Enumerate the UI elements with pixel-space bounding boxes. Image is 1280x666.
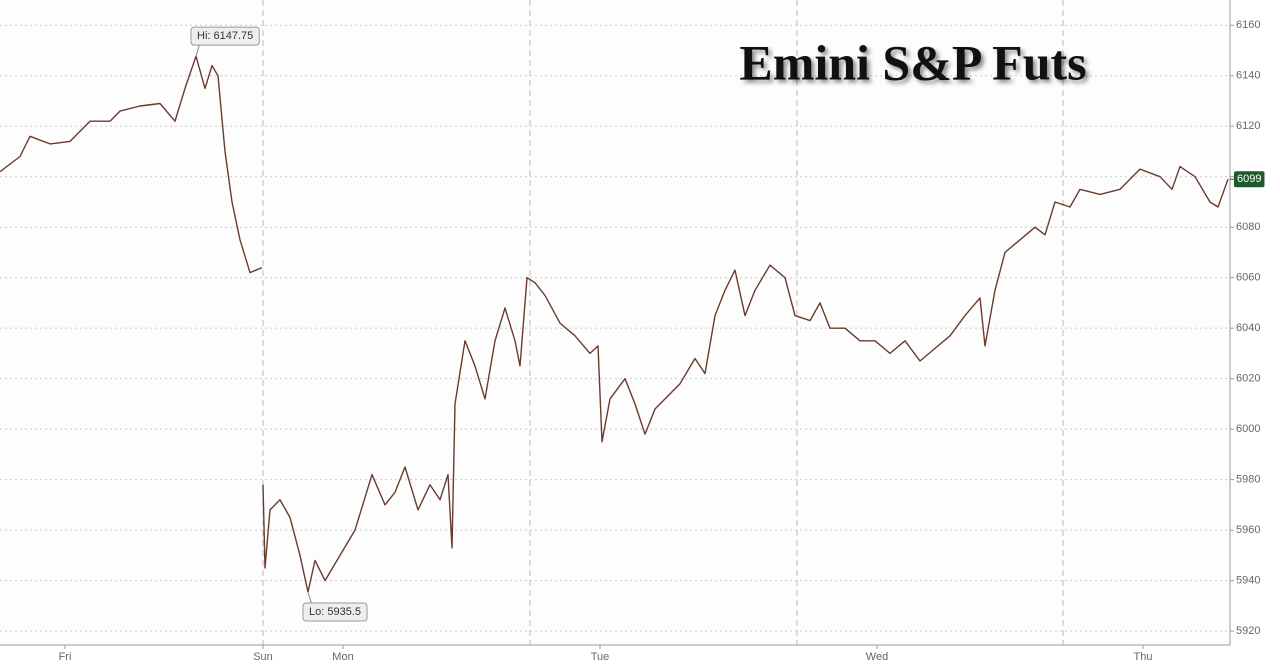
x-tick-label: Fri (59, 651, 72, 663)
chart-title: Emini S&P Futs (739, 34, 1086, 90)
y-tick-label: 6020 (1236, 373, 1260, 385)
annotation-label: Lo: 5935.5 (309, 606, 361, 618)
x-tick-label: Wed (866, 651, 888, 663)
x-tick-label: Mon (332, 651, 353, 663)
x-tick-label: Tue (591, 651, 610, 663)
y-tick-label: 6080 (1236, 221, 1260, 233)
y-tick-label: 6040 (1236, 322, 1260, 334)
y-tick-label: 5940 (1236, 575, 1260, 587)
last-value-tag: 6099 (1234, 171, 1265, 188)
y-tick-label: 5960 (1236, 524, 1260, 536)
y-tick-label: 5980 (1236, 474, 1260, 486)
x-tick-label: Thu (1134, 651, 1153, 663)
y-tick-label: 6140 (1236, 70, 1260, 82)
last-value-box (1234, 171, 1265, 188)
annotation-label: Hi: 6147.75 (197, 30, 253, 42)
annotation: Lo: 5935.5 (302, 602, 368, 622)
annotation-box (190, 26, 260, 46)
y-tick-label: 6060 (1236, 272, 1260, 284)
last-value-label: 6099 (1237, 173, 1261, 185)
y-tick-label: 6120 (1236, 120, 1260, 132)
annotation: Hi: 6147.75 (190, 26, 260, 46)
y-tick-label: 6160 (1236, 19, 1260, 31)
price-line (0, 55, 1229, 593)
x-tick-label: Sun (253, 651, 273, 663)
annotation-box (302, 602, 368, 622)
plot-area (0, 0, 1230, 645)
y-tick-label: 5920 (1236, 625, 1260, 637)
y-tick-label: 6000 (1236, 423, 1260, 435)
